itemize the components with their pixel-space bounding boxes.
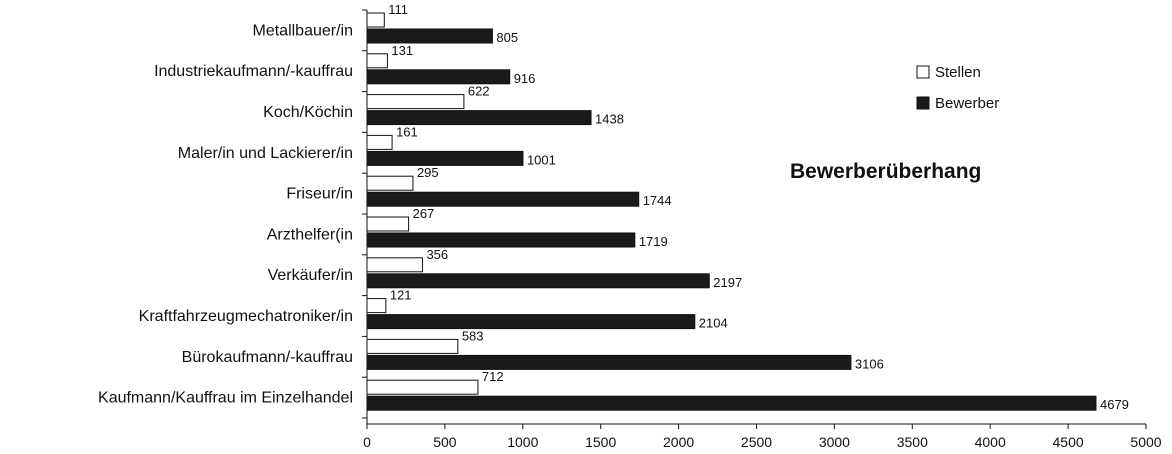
data-label-bewerber: 1438 [595, 112, 624, 127]
x-tick-label: 2500 [741, 434, 772, 450]
data-label-stellen: 121 [390, 288, 412, 303]
category-label: Industriekaufmann/-kauffrau [154, 63, 353, 80]
data-label-bewerber: 3106 [855, 356, 884, 371]
data-label-bewerber: 1719 [639, 234, 668, 249]
data-label-bewerber: 4679 [1100, 397, 1129, 412]
bar-stellen [366, 94, 465, 110]
legend-swatch-bewerber [916, 96, 930, 110]
bar-stellen [366, 338, 459, 354]
chart-title: Bewerberüberhang [790, 160, 981, 183]
legend-swatch-stellen [916, 65, 930, 79]
bar-stellen [366, 216, 410, 232]
bar-stellen [366, 298, 387, 314]
category-label: Koch/Köchin [263, 104, 353, 121]
data-label-stellen: 356 [426, 247, 448, 262]
bar-stellen [366, 12, 385, 28]
legend-label-stellen: Stellen [935, 64, 981, 81]
data-label-bewerber: 2197 [713, 275, 742, 290]
x-tick-label: 1500 [585, 434, 616, 450]
x-tick-label: 3500 [897, 434, 928, 450]
x-tick-label: 500 [433, 434, 457, 450]
data-label-stellen: 267 [413, 206, 435, 221]
data-label-stellen: 131 [391, 43, 413, 58]
legend: Stellen Bewerber [916, 64, 999, 112]
x-tick-label: 5000 [1130, 434, 1161, 450]
data-label-bewerber: 916 [514, 71, 536, 86]
data-label-bewerber: 1744 [643, 193, 672, 208]
bar-bewerber [366, 314, 696, 330]
bar-bewerber [366, 191, 640, 207]
data-label-bewerber: 805 [496, 30, 518, 45]
x-tick-label: 4500 [1053, 434, 1084, 450]
category-label: Friseur/in [286, 186, 353, 203]
plot-area: Metallbauer/in 111 805 Industriekaufmann/-k… [98, 2, 1162, 450]
bar-bewerber [366, 28, 493, 44]
data-label-stellen: 161 [396, 124, 418, 139]
data-label-bewerber: 2104 [699, 316, 728, 331]
x-tick-label: 2000 [663, 434, 694, 450]
category-label: Maler/in und Lackierer/in [178, 145, 353, 162]
bar-bewerber [366, 354, 852, 370]
data-label-stellen: 295 [417, 165, 439, 180]
data-label-stellen: 712 [482, 369, 504, 384]
x-tick-label: 1000 [507, 434, 538, 450]
bar-bewerber [366, 232, 636, 248]
x-tick-label: 0 [363, 434, 371, 450]
bar-stellen [366, 134, 393, 150]
bar-bewerber [366, 69, 511, 85]
bar-stellen [366, 257, 423, 273]
data-label-stellen: 111 [388, 2, 408, 17]
category-label: Verkäufer/in [268, 267, 353, 284]
data-label-stellen: 622 [468, 84, 490, 99]
bar-stellen [366, 379, 479, 395]
category-label: Arzthelfer(in [267, 226, 353, 243]
category-label: Bürokaufmann/-kauffrau [182, 349, 353, 366]
bar-stellen [366, 53, 388, 69]
legend-label-bewerber: Bewerber [935, 95, 999, 112]
data-label-bewerber: 1001 [527, 152, 556, 167]
category-label: Metallbauer/in [253, 22, 354, 39]
bar-bewerber [366, 110, 592, 126]
x-tick-label: 3000 [819, 434, 850, 450]
data-label-stellen: 583 [462, 328, 484, 343]
bar-bewerber [366, 150, 524, 166]
bar-bewerber [366, 273, 710, 289]
category-label: Kaufmann/Kauffrau im Einzelhandel [98, 390, 353, 407]
bar-stellen [366, 175, 414, 191]
x-tick-label: 4000 [975, 434, 1006, 450]
bar-bewerber [366, 395, 1097, 411]
category-label: Kraftfahrzeugmechatroniker/in [139, 308, 353, 325]
